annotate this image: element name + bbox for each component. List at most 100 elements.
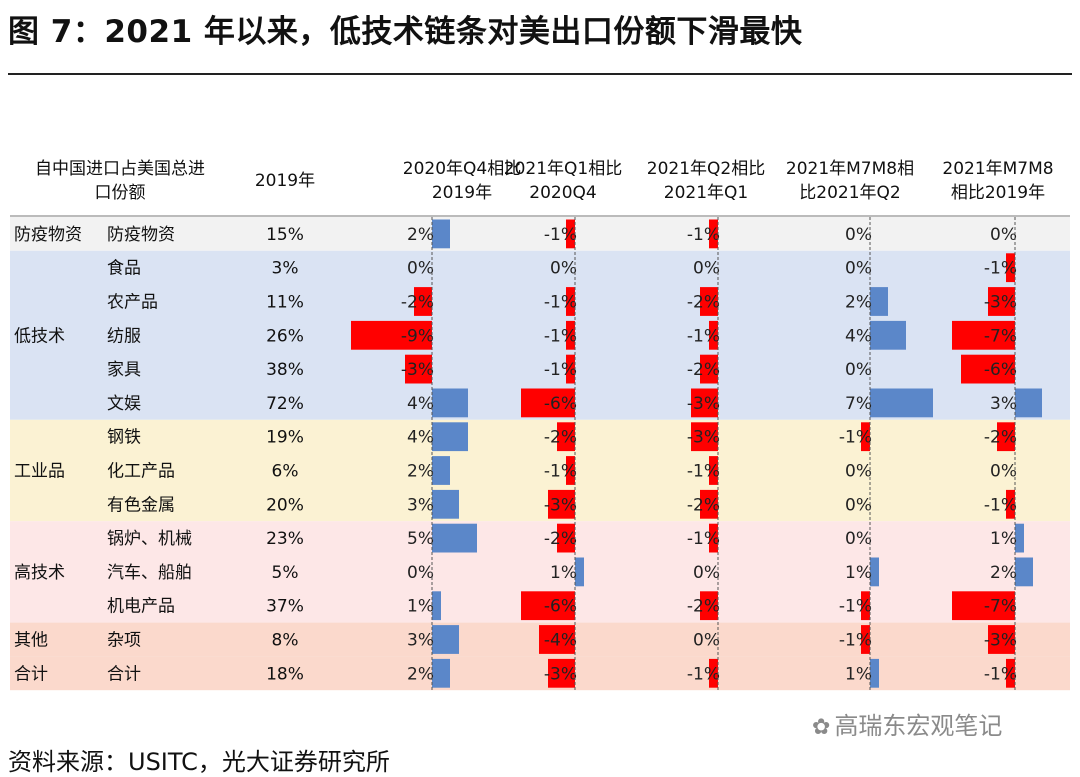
bar-1 [432,219,450,249]
value-label-1: 4% [407,428,434,448]
bar-5 [952,320,1015,350]
bar-3 [700,354,718,384]
header-metric-5: 2021年M7M8 [942,159,1053,179]
group-label: 防疫物资 [14,225,82,245]
bar-3 [700,489,718,519]
value-label-1: 4% [407,394,434,414]
value-label-4: 0% [845,360,872,380]
value-label-4: 0% [845,495,872,515]
bar-3 [709,456,718,485]
value-label-1: -9% [401,326,434,346]
value-label-1: 2% [407,462,434,482]
bar-5 [1006,489,1015,519]
bar-5 [961,354,1015,384]
value-label-3: -3% [687,394,720,414]
value-label-2: -1% [544,326,577,346]
value-label-2: -1% [544,293,577,313]
row-item-label: 杂项 [107,631,141,651]
row-item-label: 机电产品 [107,597,175,617]
value-label-5: -2% [984,428,1017,448]
bar-1 [432,658,450,688]
header-category: 口份额 [95,183,146,203]
header-metric-2: 2020Q4 [529,183,596,203]
value-label-1: 3% [407,495,434,515]
row-item-label: 钢铁 [107,428,141,448]
header-metric-3: 2021年Q1 [664,183,748,203]
bar-5 [988,625,1015,654]
value-label-1: 2% [407,664,434,684]
header-metric-2: 2021年Q1相比 [504,159,622,179]
value-label-5: -7% [984,597,1017,617]
bar-2 [566,354,575,384]
bar-4 [870,320,906,350]
row-share-2019: 23% [266,529,304,549]
row-share-2019: 11% [266,293,304,313]
header-metric-4: 2021年M7M8相 [786,159,914,179]
value-label-4: 0% [845,225,872,245]
group-band [10,656,1070,691]
value-label-2: -6% [544,394,577,414]
value-label-4: -1% [839,597,872,617]
bar-3 [700,287,718,316]
value-label-5: 1% [990,529,1017,549]
value-label-4: 1% [845,563,872,583]
row-share-2019: 38% [266,360,304,380]
value-label-4: -1% [839,428,872,448]
value-label-3: -1% [687,529,720,549]
wechat-icon: ✿ [812,715,831,740]
header-metric-5: 相比2019年 [951,183,1045,203]
source-note: 资料来源：USITC，光大证券研究所 [8,748,390,776]
value-label-4: 0% [845,529,872,549]
value-label-1: 0% [407,259,434,279]
bar-4 [870,287,888,316]
value-label-1: 1% [407,597,434,617]
bar-2 [557,422,575,452]
bar-2 [566,456,575,485]
bar-5 [1015,557,1033,587]
bar-3 [709,219,718,249]
bar-2 [521,388,575,418]
value-label-5: -3% [984,293,1017,313]
bar-1 [432,625,459,654]
value-label-3: 0% [693,631,720,651]
value-label-2: -1% [544,225,577,245]
bar-2 [521,591,575,621]
bar-2 [548,658,575,688]
group-label: 高技术 [14,563,65,583]
bar-2 [566,287,575,316]
bar-2 [548,489,575,519]
bar-1 [432,591,441,621]
row-item-label: 文娱 [107,394,141,414]
row-share-2019: 19% [266,428,304,448]
bar-3 [691,422,718,452]
value-label-3: -2% [687,293,720,313]
row-share-2019: 20% [266,495,304,515]
bar-4 [861,422,870,452]
value-label-1: 0% [407,563,434,583]
value-label-2: -4% [544,631,577,651]
header-category: 自中国进口占美国总进 [35,159,205,179]
group-band [10,419,1070,522]
group-label: 其他 [14,631,48,651]
value-label-2: -3% [544,664,577,684]
value-label-2: 0% [550,259,577,279]
value-label-3: -1% [687,326,720,346]
value-label-4: 2% [845,293,872,313]
group-label: 合计 [14,664,48,684]
value-label-5: 2% [990,563,1017,583]
bar-1 [432,388,468,418]
row-share-2019: 18% [266,664,304,684]
value-label-5: 3% [990,394,1017,414]
value-label-3: -1% [687,462,720,482]
value-label-1: 3% [407,631,434,651]
value-label-5: -1% [984,495,1017,515]
row-item-label: 防疫物资 [107,225,175,245]
value-label-1: -3% [401,360,434,380]
value-label-4: 4% [845,326,872,346]
row-share-2019: 8% [272,631,299,651]
group-band [10,217,1070,251]
value-label-3: -1% [687,225,720,245]
value-label-2: 1% [550,563,577,583]
row-item-label: 食品 [107,259,141,279]
bar-4 [870,388,933,418]
